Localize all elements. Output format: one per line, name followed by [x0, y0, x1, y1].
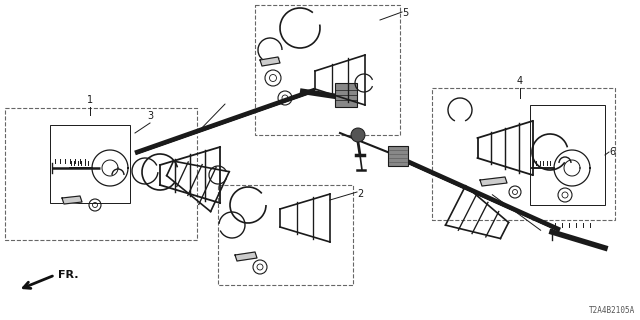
Bar: [218, 185, 353, 285]
Text: FR.: FR.: [58, 270, 79, 280]
Bar: [530, 105, 605, 205]
Text: 6: 6: [609, 147, 615, 157]
Text: 2: 2: [357, 189, 364, 199]
Text: 1: 1: [87, 95, 93, 105]
Text: 3: 3: [147, 111, 153, 121]
Polygon shape: [480, 177, 507, 186]
Text: 4: 4: [517, 76, 523, 86]
Polygon shape: [260, 57, 280, 66]
Text: 5: 5: [402, 8, 408, 18]
Bar: [50, 125, 130, 203]
Bar: [388, 146, 408, 166]
Circle shape: [351, 128, 365, 142]
Polygon shape: [235, 252, 257, 261]
Bar: [432, 88, 615, 220]
Bar: [5, 108, 197, 240]
Bar: [335, 83, 357, 107]
Text: T2A4B2105A: T2A4B2105A: [589, 306, 635, 315]
Polygon shape: [62, 196, 82, 204]
Bar: [255, 5, 400, 135]
